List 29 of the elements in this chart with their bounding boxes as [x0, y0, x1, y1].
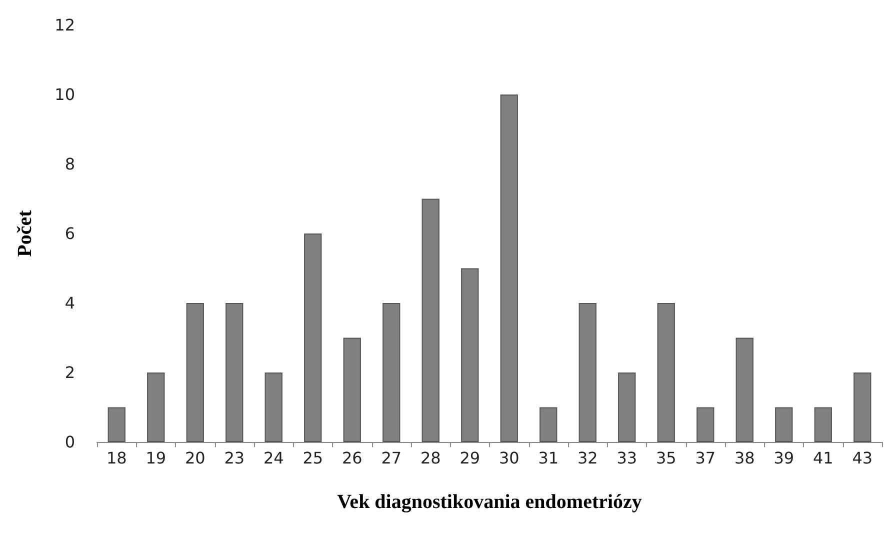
x-tick-label: 23 [224, 448, 245, 468]
x-tick-label: 24 [263, 448, 284, 468]
y-tick-label: 8 [64, 154, 75, 174]
x-tick-label: 31 [538, 448, 559, 468]
x-tick-label: 39 [774, 448, 794, 468]
x-tick-label: 38 [734, 448, 755, 468]
x-tick-label: 19 [146, 448, 166, 468]
y-tick-label: 4 [64, 294, 75, 312]
x-tick-label: 43 [852, 448, 873, 468]
x-tick-label: 26 [342, 448, 362, 468]
y-tick-label: 2 [64, 363, 75, 382]
x-tick-label: 25 [302, 448, 324, 468]
x-tick-label: 29 [460, 448, 480, 468]
y-tick-label: 6 [64, 224, 75, 243]
x-tick-label: 28 [420, 448, 441, 468]
y-tick-label: 0 [64, 432, 75, 452]
x-tick-label: 18 [106, 448, 127, 468]
x-tick-label: 33 [616, 448, 638, 468]
x-tick-label: 30 [498, 448, 520, 468]
y-axis-title: Počet [14, 210, 36, 257]
y-tick-label: 12 [54, 16, 75, 34]
x-tick-label: 41 [812, 448, 834, 468]
x-tick-label: 27 [381, 448, 402, 468]
x-axis-title: Vek diagnostikovania endometriózy [337, 491, 642, 513]
y-tick-label: 10 [54, 85, 75, 104]
x-tick-label: 32 [577, 448, 598, 468]
x-tick-label: 20 [184, 448, 206, 468]
x-tick-label: 37 [695, 448, 716, 468]
x-tick-label: 35 [656, 448, 676, 468]
